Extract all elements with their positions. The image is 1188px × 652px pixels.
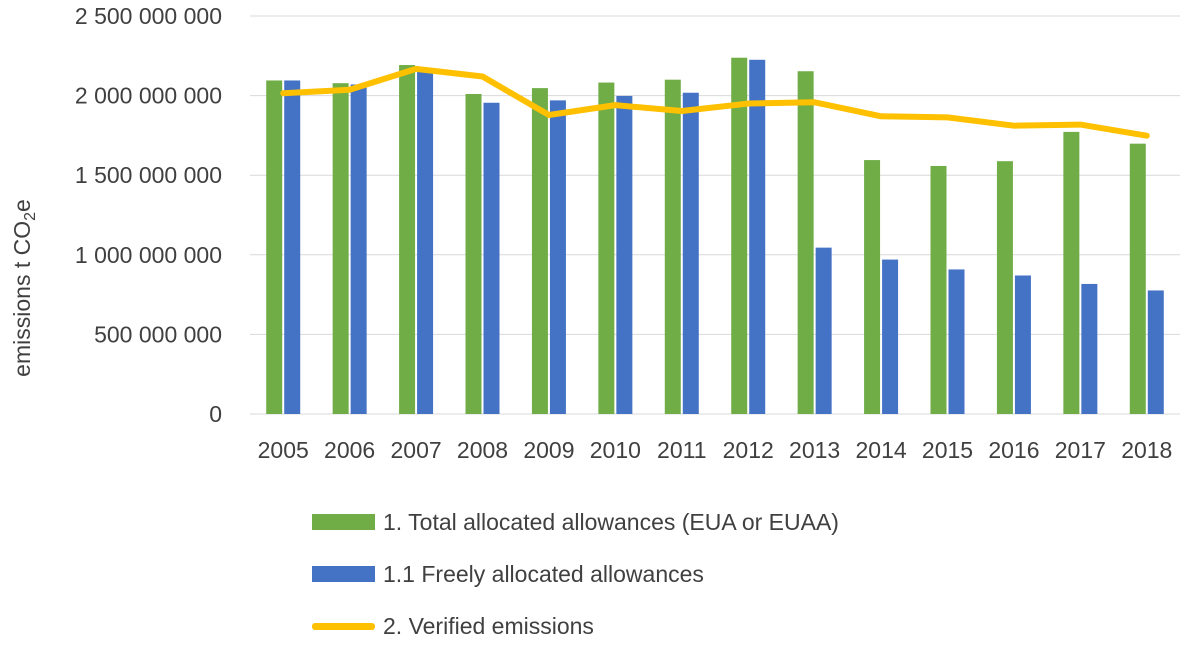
y-axis-ticks: 0 500 000 000 1 000 000 000 1 500 000 000 2 … [75,3,222,427]
bar-total-allocated [864,160,881,414]
bars [266,57,1164,415]
bar-freely-allocated [1147,290,1164,414]
chart-canvas: 0 500 000 000 1 000 000 000 1 500 000 000 2 … [9,3,1180,463]
y-axis-title-end: e [9,199,35,212]
bar-freely-allocated [483,102,500,414]
bar-freely-allocated [616,95,633,415]
y-tick-label: 0 [209,401,222,427]
bar-total-allocated [797,71,814,414]
bar-total-allocated [465,94,482,415]
bar-freely-allocated [350,84,367,415]
legend-label: 1.1 Freely allocated allowances [383,560,704,587]
y-axis-title: emissions t CO2e [9,199,39,377]
legend-item-total-allocated: 1. Total allocated allowances (EUA or EU… [312,496,839,548]
bar-total-allocated [399,65,416,414]
bar-freely-allocated [549,100,566,414]
legend-item-freely-allocated: 1.1 Freely allocated allowances [312,548,839,600]
bar-total-allocated [531,88,548,414]
x-tick-label: 2005 [258,437,309,463]
x-tick-label: 2015 [922,437,973,463]
verified-emissions-line [280,65,1150,139]
bar-freely-allocated [417,68,434,414]
x-tick-label: 2016 [988,437,1039,463]
legend-label: 1. Total allocated allowances (EUA or EU… [383,508,839,535]
legend-swatch-green [312,514,375,530]
x-tick-label: 2017 [1055,437,1106,463]
legend-label: 2. Verified emissions [383,612,594,639]
legend-swatch-blue [312,566,375,582]
legend-item-verified-emissions: 2. Verified emissions [312,600,839,652]
bar-freely-allocated [682,92,699,414]
y-axis-title-main: emissions t CO [9,221,35,377]
x-tick-label: 2008 [457,437,508,463]
x-tick-label: 2013 [789,437,840,463]
x-tick-label: 2011 [657,437,706,463]
bar-total-allocated [731,57,748,415]
x-tick-label: 2009 [523,437,574,463]
emissions-line [280,65,1150,139]
x-tick-label: 2012 [723,437,774,463]
y-tick-label: 1 000 000 000 [75,242,222,268]
bar-total-allocated [332,83,349,414]
y-axis-title-subscript: 2 [22,212,39,221]
legend: 1. Total allocated allowances (EUA or EU… [312,496,839,652]
bar-freely-allocated [284,80,301,414]
x-tick-label: 2006 [324,437,375,463]
bar-total-allocated [930,165,947,414]
bar-freely-allocated [1014,275,1031,414]
bar-freely-allocated [948,269,965,414]
chart: 0 500 000 000 1 000 000 000 1 500 000 000 2 … [9,3,1180,639]
legend-swatch-yellow-line [312,622,375,630]
bar-total-allocated [266,80,283,414]
x-axis-ticks: 2005 2006 2007 2008 2009 2010 2011 2012 2013 2014… [258,437,1173,463]
bar-freely-allocated [1081,283,1098,414]
bar-freely-allocated [749,59,766,414]
x-tick-label: 2010 [590,437,641,463]
y-tick-label: 2 500 000 000 [75,3,222,29]
x-tick-label: 2014 [855,437,906,463]
bar-total-allocated [664,79,681,415]
bar-freely-allocated [882,259,899,414]
x-tick-label: 2018 [1121,437,1172,463]
y-tick-label: 500 000 000 [94,321,222,347]
y-tick-label: 2 000 000 000 [75,83,222,109]
bar-total-allocated [1063,131,1080,415]
bar-total-allocated [1129,143,1146,414]
bar-total-allocated [598,82,615,415]
bar-freely-allocated [815,247,832,414]
x-tick-label: 2007 [390,437,441,463]
bar-total-allocated [996,161,1013,414]
y-tick-label: 1 500 000 000 [75,162,222,188]
